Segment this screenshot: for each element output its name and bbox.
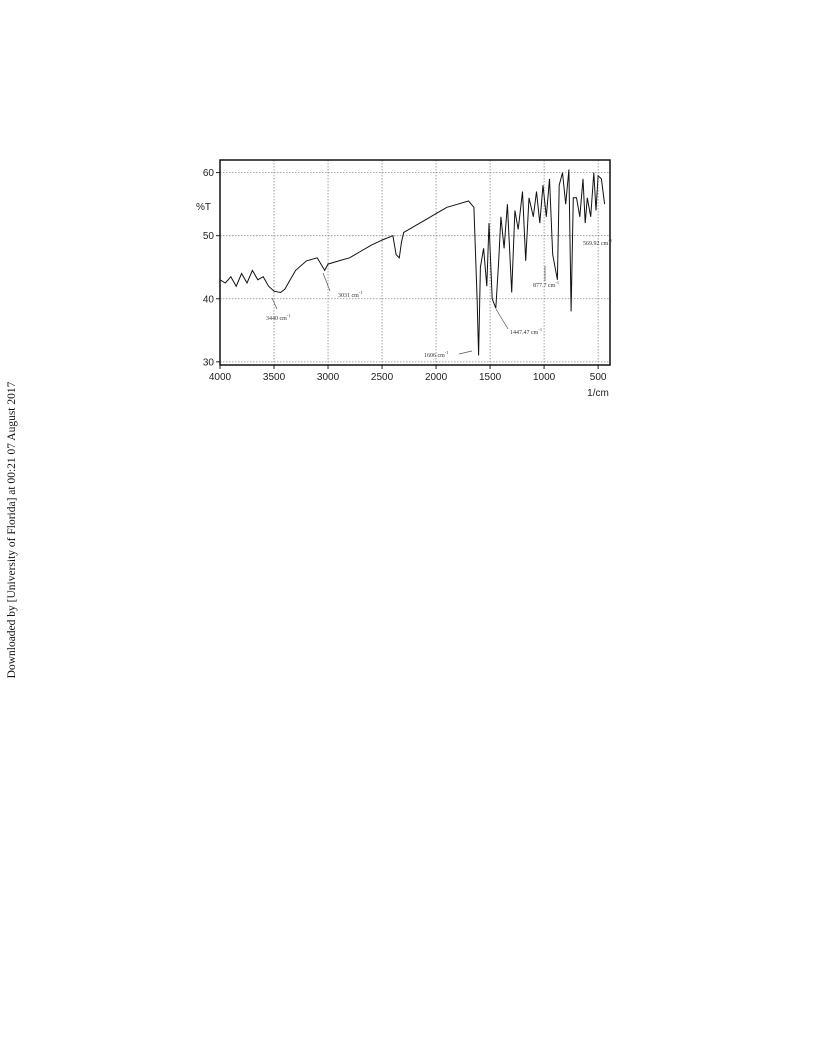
peak-label-text: 1606 cm <box>424 353 445 359</box>
x-tick-label: 3500 <box>263 372 286 383</box>
leader-line <box>271 297 278 310</box>
peak-label-sup: -1 <box>608 238 612 243</box>
x-tick-label: 3000 <box>317 372 340 383</box>
peak-label-sup: -1 <box>287 313 291 318</box>
x-tick-label: 4000 <box>209 372 232 383</box>
download-note: Downloaded by [University of Florida] at… <box>6 381 18 678</box>
y-tick-label: 40 <box>203 294 215 305</box>
leader-line <box>458 350 473 355</box>
leader-line <box>495 308 509 330</box>
x-tick-label: 2000 <box>425 372 448 383</box>
y-tick-label: 60 <box>203 168 215 179</box>
spectrum-line <box>219 169 606 356</box>
peak-label-sup: -1 <box>359 290 363 295</box>
peak-label: 3440 cm-1 <box>266 313 291 322</box>
leader-line <box>322 272 331 292</box>
y-tick-label: 30 <box>203 357 215 368</box>
peak-label-text: 877.7 cm <box>533 283 556 289</box>
peak-label-text: 569.92 cm <box>583 241 609 247</box>
peak-label: 1447.47 cm-1 <box>510 327 542 336</box>
x-tick-label: 500 <box>590 372 607 383</box>
x-axis-label: 1/cm <box>587 388 609 399</box>
peak-label-sup: -1 <box>555 280 559 285</box>
peak-label: 877.7 cm-1 <box>533 280 559 289</box>
peak-label: 3031 cm-1 <box>338 290 363 299</box>
y-tick-label: 50 <box>203 231 215 242</box>
peak-label-text: 1447.47 cm <box>510 330 539 336</box>
peak-label-sup: -1 <box>445 350 449 355</box>
peak-label-text: 3031 cm <box>338 293 359 299</box>
plot-frame <box>219 159 611 366</box>
peak-label: 569.92 cm-1 <box>583 238 612 247</box>
peak-label-text: 3440 cm <box>266 316 287 322</box>
x-tick-label: 2500 <box>371 372 394 383</box>
x-tick-label: 1500 <box>479 372 502 383</box>
peak-label-sup: -1 <box>538 327 542 332</box>
x-tick-label: 1000 <box>533 372 556 383</box>
y-axis-label: %T <box>196 202 211 213</box>
peak-label: 1606 cm-1 <box>424 350 449 359</box>
